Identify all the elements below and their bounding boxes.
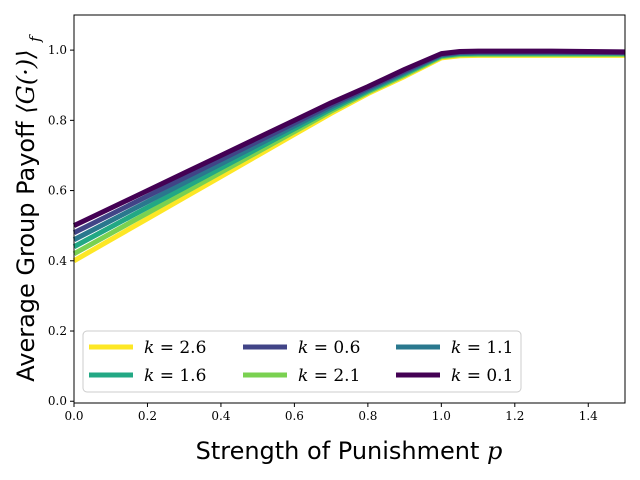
- y-axis-title-subscript: f: [26, 34, 44, 43]
- x-axis-ticks: 0.0 0.2 0.4 0.6 0.8 1.0 1.2 1.4: [64, 403, 598, 423]
- series-line-0: [72, 52, 625, 263]
- y-tick-label: 0.4: [48, 254, 67, 268]
- y-axis-ticks: 0.0 0.2 0.4 0.6 0.8 1.0: [48, 43, 74, 408]
- x-axis-title-text: Strength of Punishment: [196, 437, 480, 465]
- series-layer: [72, 48, 626, 263]
- x-tick-label: 0.2: [138, 409, 157, 423]
- legend-label-4: k = 0.6: [298, 338, 360, 358]
- y-axis-title: Average Group Payoff ⟨G(·)⟩ f: [12, 34, 44, 382]
- y-tick-label: 0.6: [48, 184, 67, 198]
- legend-label-1: k = 2.1: [298, 366, 360, 386]
- y-tick-label: 0.2: [48, 324, 67, 338]
- y-tick-label: 0.8: [48, 113, 67, 127]
- legend-items: k = 2.6 k = 1.6 k = 0.6 k = 2.1 k = 1.1 k = 0…: [89, 338, 513, 386]
- series-line-5: [72, 48, 626, 228]
- x-axis-title: Strength of Punishment p: [196, 437, 503, 465]
- legend-label-3: k = 1.1: [451, 338, 513, 358]
- x-tick-label: 0.8: [358, 409, 377, 423]
- x-tick-label: 0.0: [64, 409, 83, 423]
- legend: k = 2.6 k = 1.6 k = 0.6 k = 2.1 k = 1.1 k = 0…: [82, 330, 522, 393]
- x-tick-label: 1.0: [432, 409, 451, 423]
- series-line-1: [72, 51, 625, 256]
- x-axis-title-symbol: p: [487, 437, 502, 465]
- plot-frame: [73, 14, 626, 404]
- y-axis-title-symbol: ⟨G(·)⟩: [12, 49, 40, 113]
- x-tick-label: 0.6: [285, 409, 304, 423]
- y-tick-label: 0.0: [48, 394, 67, 408]
- legend-label-2: k = 1.6: [144, 366, 206, 386]
- x-tick-label: 1.4: [579, 409, 598, 423]
- y-tick-label: 1.0: [48, 43, 67, 57]
- x-tick-label: 0.4: [211, 409, 230, 423]
- x-tick-label: 1.2: [505, 409, 524, 423]
- legend-label-0: k = 2.6: [144, 338, 206, 358]
- y-axis-title-text: Average Group Payoff: [12, 121, 40, 382]
- series-line-2: [72, 50, 625, 249]
- legend-label-5: k = 0.1: [451, 366, 513, 386]
